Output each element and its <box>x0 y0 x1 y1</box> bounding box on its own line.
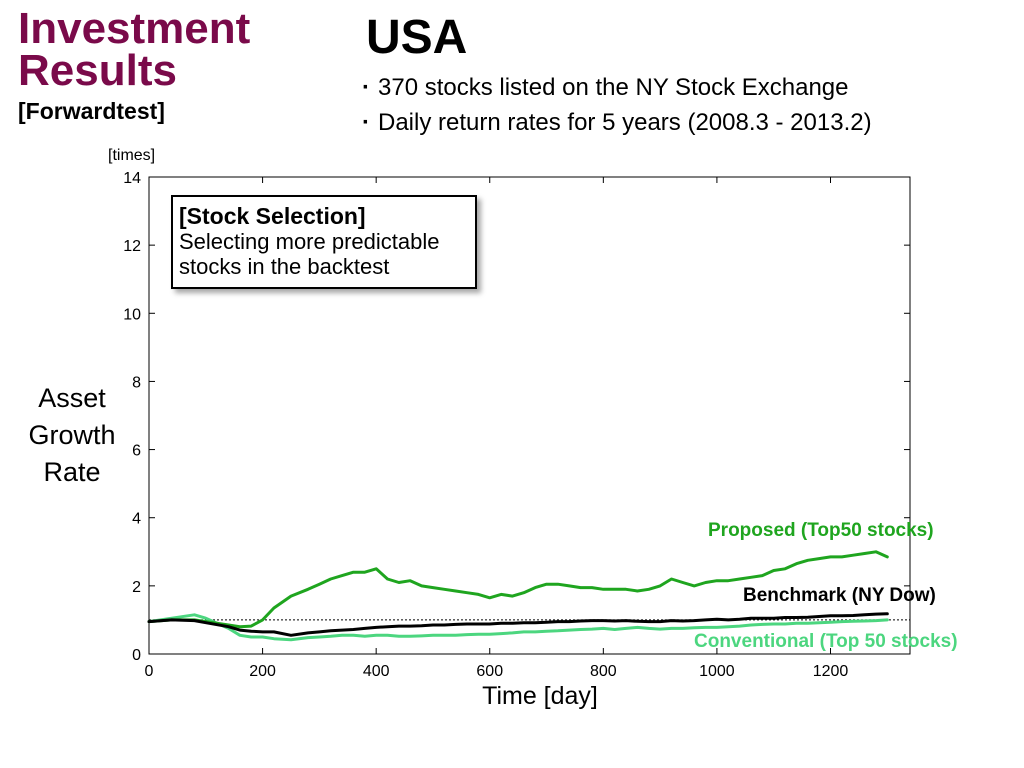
slide-title-line2: Results <box>18 46 177 95</box>
y-tick-label: 14 <box>123 170 141 187</box>
callout-heading: [Stock Selection] <box>179 203 366 229</box>
y-tick-label: 6 <box>132 443 141 460</box>
y-tick-label: 8 <box>132 374 141 391</box>
x-tick-label: 800 <box>590 663 617 680</box>
plot-frame <box>148 176 911 655</box>
x-tick-label: 1200 <box>813 663 849 680</box>
y-axis-label: Asset Growth Rate <box>18 380 126 491</box>
y-tick-label: 12 <box>123 238 141 255</box>
x-tick-label: 600 <box>476 663 503 680</box>
y-axis-label-line: Asset <box>38 383 106 413</box>
y-tick-label: 4 <box>132 511 141 528</box>
series-line-conventional <box>147 613 889 642</box>
region-title: USA <box>366 11 468 64</box>
slide-title: Investment Results <box>18 4 251 95</box>
y-axis-label-line: Rate <box>43 457 101 487</box>
slide-subtitle: [Forwardtest] <box>18 98 165 124</box>
series-label-proposed: Proposed (Top50 stocks) <box>708 520 934 541</box>
x-tick-label: 1000 <box>699 663 735 680</box>
x-axis-label: Time [day] <box>482 682 598 710</box>
bullet-list: 370 stocks listed on the NY Stock Exchan… <box>362 70 872 140</box>
bullet-item: 370 stocks listed on the NY Stock Exchan… <box>362 70 872 105</box>
y-tick-label: 0 <box>132 647 141 664</box>
series-line-benchmark <box>147 612 889 637</box>
y-tick-label: 2 <box>132 579 141 596</box>
y-tick-label: 10 <box>123 306 141 323</box>
series-line-proposed <box>147 550 889 629</box>
series-label-conventional: Conventional (Top 50 stocks) <box>694 631 958 652</box>
slide-title-line1: Investment <box>18 4 251 53</box>
callout-line: stocks in the backtest <box>179 254 390 279</box>
x-tick-label: 0 <box>145 663 154 680</box>
stock-selection-callout: [Stock Selection] Selecting more predict… <box>171 195 477 289</box>
callout-line: Selecting more predictable <box>179 229 440 254</box>
x-tick-label: 200 <box>249 663 276 680</box>
series-label-benchmark: Benchmark (NY Dow) <box>743 585 936 606</box>
y-axis-label-line: Growth <box>28 420 116 450</box>
y-axis-unit: [times] <box>108 147 156 164</box>
x-tick-label: 400 <box>363 663 390 680</box>
bullet-item: Daily return rates for 5 years (2008.3 -… <box>362 105 872 140</box>
